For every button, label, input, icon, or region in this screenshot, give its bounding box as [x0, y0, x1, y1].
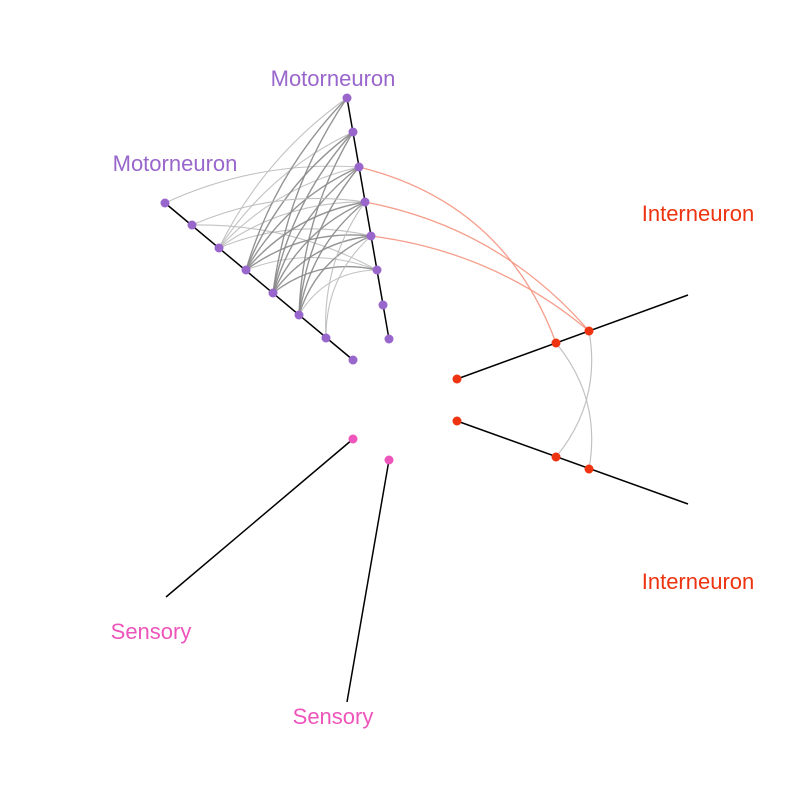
node-inter_a-0 — [452, 374, 462, 384]
edge-motor-19 — [298, 166, 360, 316]
node-motor_b-1 — [348, 127, 358, 137]
node-motor_a-1 — [187, 220, 197, 230]
edge-motor-9 — [245, 201, 366, 271]
node-motor_b-2 — [354, 162, 364, 172]
edge-motor-11 — [245, 256, 378, 271]
node-motor_a-3 — [241, 265, 251, 275]
edge-motor-15 — [272, 201, 366, 294]
node-motor_a-0 — [160, 198, 170, 208]
edge-motor-4 — [218, 228, 372, 249]
edge-motor-18 — [298, 131, 354, 316]
axis-line-inter_a — [456, 294, 689, 380]
edge-motor-20 — [298, 201, 366, 316]
axis-line-sensory_a — [165, 438, 354, 598]
edge-motor-inter-0 — [358, 166, 557, 344]
edge-motor-21 — [298, 235, 372, 316]
node-motor_a-7 — [348, 355, 358, 365]
edge-motor-10 — [245, 234, 372, 271]
node-motor_b-3 — [360, 197, 370, 207]
edge-motor-23 — [325, 201, 366, 339]
axis-label-motorneuron-left: Motorneuron — [113, 151, 238, 176]
edges-layer — [164, 97, 593, 470]
node-sensory_b-0 — [384, 455, 394, 465]
axis-line-inter_b — [456, 420, 689, 505]
node-motor_a-6 — [321, 333, 331, 343]
axes-layer — [164, 97, 689, 703]
axis-label-sensory-bottom: Sensory — [293, 704, 374, 729]
edge-motor-3 — [218, 201, 366, 249]
node-motor_b-5 — [372, 265, 382, 275]
axis-line-sensory_b — [346, 459, 390, 703]
edge-motor-1 — [191, 224, 378, 271]
edge-motor-12 — [272, 97, 348, 294]
node-motor_a-4 — [268, 288, 278, 298]
axis-label-motorneuron-top: Motorneuron — [271, 66, 396, 91]
axis-line-motor_a — [164, 202, 354, 361]
edge-motor-inter-1 — [364, 201, 590, 332]
edge-motor-8 — [245, 166, 360, 271]
nodes-layer — [160, 93, 594, 474]
edge-inter-1 — [555, 330, 593, 458]
labels-layer: Motorneuron Motorneuron Interneuron Inte… — [111, 66, 755, 729]
axis-line-motor_b — [346, 97, 390, 340]
edge-motor-6 — [245, 97, 348, 271]
edge-motor-14 — [272, 166, 360, 294]
node-motor_a-5 — [294, 310, 304, 320]
edge-motor-inter-2 — [370, 235, 590, 332]
node-inter_a-2 — [584, 326, 594, 336]
node-inter_b-0 — [452, 416, 462, 426]
node-motor_b-6 — [378, 300, 388, 310]
edge-inter-0 — [555, 342, 593, 470]
edge-motor-13 — [272, 131, 354, 294]
axis-label-interneuron-bottom: Interneuron — [642, 569, 755, 594]
node-inter_b-1 — [551, 452, 561, 462]
axis-label-interneuron-top: Interneuron — [642, 201, 755, 226]
edge-motor-5 — [218, 131, 354, 249]
node-motor_b-0 — [342, 93, 352, 103]
axis-label-sensory-left: Sensory — [111, 619, 192, 644]
edge-motor-16 — [272, 235, 372, 294]
node-motor_a-2 — [214, 243, 224, 253]
edge-motor-22 — [298, 269, 378, 316]
node-inter_a-1 — [551, 338, 561, 348]
edge-motor-2 — [218, 166, 360, 249]
edge-motor-17 — [272, 265, 378, 294]
node-motor_b-4 — [366, 231, 376, 241]
node-motor_b-7 — [384, 334, 394, 344]
node-sensory_a-0 — [348, 434, 358, 444]
node-inter_b-2 — [584, 464, 594, 474]
edge-motor-26 — [218, 97, 348, 249]
edge-motor-24 — [325, 235, 372, 339]
edge-motor-25 — [191, 197, 366, 226]
edge-motor-7 — [245, 131, 354, 271]
